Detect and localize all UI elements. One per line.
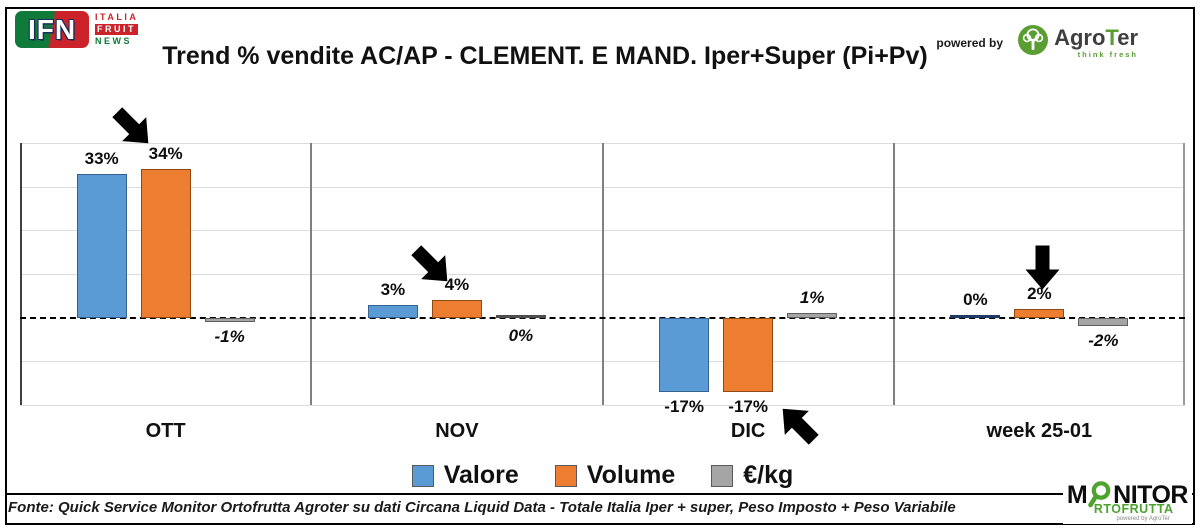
chart-legend: Valore Volume €/kg <box>20 461 1185 490</box>
panel-separator <box>601 143 604 405</box>
bar-Valore-week 25-01 <box>950 314 1001 318</box>
ifn-word-news: NEWS <box>95 36 132 46</box>
chart-title: Trend % vendite AC/AP - CLEMENT. E MAND.… <box>162 42 928 70</box>
ifn-logo-words: ITALIA FRUIT NEWS <box>95 12 139 47</box>
value-label-Volume-OTT: 34% <box>148 144 183 164</box>
bar-Volume-DIC <box>723 317 774 392</box>
ifn-word-fruit: FRUIT <box>95 24 139 35</box>
chart-plot-area: 33% 34% -1% 3% 4% 0% -17% -17% 1% 0% 2% -2% <box>20 143 1185 416</box>
value-label-Valore-OTT: 33% <box>84 148 119 168</box>
ifn-word-italia: ITALIA <box>95 12 139 22</box>
volume-swatch-icon <box>554 464 577 487</box>
footer-divider <box>5 493 1195 495</box>
agroter-tree-icon <box>1017 24 1049 61</box>
bar-Volume-OTT <box>140 169 191 318</box>
agroter-wordmark: AgroTer <box>1054 24 1138 50</box>
panel-separator <box>310 143 313 405</box>
value-label-Volume-DIC: -17% <box>728 396 768 416</box>
y-axis-line <box>20 143 22 405</box>
bar-Volume-NOV <box>431 300 482 318</box>
legend-item-eur-kg: €/kg <box>711 461 793 490</box>
bar-Valore-OTT <box>76 173 127 318</box>
agroter-tagline: think fresh <box>1077 49 1138 59</box>
arrow-pointing-Volume-OTT <box>100 99 162 161</box>
value-label-€/kg-DIC: 1% <box>799 288 825 308</box>
value-label-€/kg-OTT: -1% <box>214 327 245 347</box>
ortofrutta-wordmark: RTOFRUTTA <box>1093 502 1174 516</box>
category-label-week 25-01: week 25-01 <box>986 420 1093 442</box>
arrow-pointing-Volume-DIC <box>769 392 831 454</box>
value-label-€/kg-week 25-01: -2% <box>1088 331 1119 351</box>
panel-separator <box>892 143 895 405</box>
agroter-logo: AgroTer think fresh <box>1017 24 1138 61</box>
bar-€/kg-DIC <box>787 313 838 318</box>
gridline--20 <box>20 405 1185 406</box>
source-note: Fonte: Quick Service Monitor Ortofrutta … <box>8 499 956 516</box>
bar-€/kg-NOV <box>495 314 546 318</box>
legend-item-volume: Volume <box>554 461 675 490</box>
bar-€/kg-OTT <box>204 317 255 323</box>
bar-Volume-week 25-01 <box>1014 308 1065 318</box>
legend-item-valore: Valore <box>411 461 519 490</box>
category-label-OTT: OTT <box>145 420 186 442</box>
magnifier-icon <box>1088 481 1112 508</box>
powered-by-label: powered by <box>936 35 1004 50</box>
category-axis: OTT NOV DIC week 25-01 <box>20 420 1185 443</box>
arrow-pointing-Volume-NOV <box>399 237 461 299</box>
eur-kg-swatch-icon <box>711 464 734 487</box>
monitor-wordmark: M NITOR <box>1066 480 1188 509</box>
bar-€/kg-week 25-01 <box>1078 317 1129 327</box>
monitor-powered-by: powered by AgroTer <box>1116 516 1170 522</box>
value-label-Volume-week 25-01: 2% <box>1027 283 1052 303</box>
value-label-Volume-NOV: 4% <box>444 275 470 295</box>
bar-Valore-NOV <box>367 304 418 318</box>
value-label-€/kg-NOV: 0% <box>508 325 534 345</box>
zero-baseline <box>20 316 1185 319</box>
monitor-ortofrutta-logo: M NITOR RTOFRUTTA powered by AgroTer <box>1062 479 1192 524</box>
plot-right-edge <box>1183 143 1185 405</box>
category-label-DIC: DIC <box>730 420 766 442</box>
value-label-Valore-DIC: -17% <box>664 396 704 416</box>
powered-by-block: powered by AgroTer think fresh <box>936 24 1138 61</box>
arrow-pointing-Volume-week-25-01 <box>1019 245 1062 290</box>
value-label-Valore-NOV: 3% <box>380 279 406 299</box>
value-label-Valore-week 25-01: 0% <box>963 289 988 309</box>
ifn-logo: IFN ITALIA FRUIT NEWS <box>15 11 139 48</box>
ifn-logo-abbr: IFN <box>27 13 77 45</box>
bar-Valore-DIC <box>659 317 710 392</box>
category-label-NOV: NOV <box>435 420 479 442</box>
ifn-logo-mark: IFN <box>15 11 89 48</box>
valore-swatch-icon <box>411 464 434 487</box>
